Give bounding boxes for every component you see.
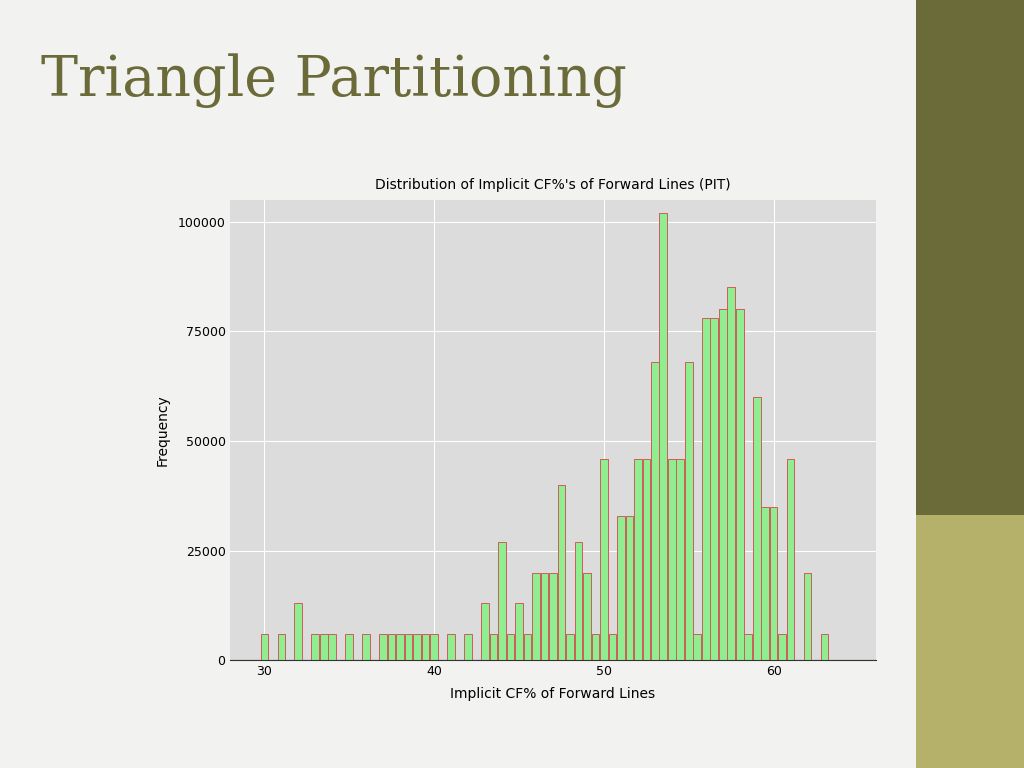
- Bar: [388, 634, 395, 660]
- Bar: [736, 310, 743, 660]
- Bar: [278, 634, 285, 660]
- Title: Distribution of Implicit CF%'s of Forward Lines (PIT): Distribution of Implicit CF%'s of Forwar…: [375, 177, 731, 191]
- Bar: [642, 458, 650, 660]
- Bar: [499, 542, 506, 660]
- Bar: [558, 485, 565, 660]
- Bar: [447, 634, 455, 660]
- Bar: [668, 458, 676, 660]
- Bar: [515, 604, 523, 660]
- Bar: [422, 634, 429, 660]
- Bar: [659, 213, 667, 660]
- Bar: [541, 573, 548, 660]
- Bar: [523, 634, 531, 660]
- Bar: [566, 634, 573, 660]
- Bar: [329, 634, 336, 660]
- Bar: [583, 573, 591, 660]
- Bar: [762, 507, 769, 660]
- Bar: [693, 634, 701, 660]
- Bar: [626, 515, 633, 660]
- Bar: [362, 634, 370, 660]
- Y-axis label: Frequency: Frequency: [156, 394, 169, 466]
- X-axis label: Implicit CF% of Forward Lines: Implicit CF% of Forward Lines: [451, 687, 655, 700]
- Bar: [430, 634, 438, 660]
- Bar: [404, 634, 413, 660]
- Bar: [701, 318, 710, 660]
- Bar: [600, 458, 607, 660]
- Bar: [319, 634, 328, 660]
- Bar: [727, 287, 735, 660]
- Bar: [464, 634, 472, 660]
- Bar: [260, 634, 268, 660]
- Bar: [592, 634, 599, 660]
- Bar: [507, 634, 514, 660]
- Bar: [719, 310, 727, 660]
- Bar: [804, 573, 811, 660]
- Bar: [396, 634, 404, 660]
- Bar: [778, 634, 786, 660]
- Bar: [651, 362, 658, 660]
- Bar: [549, 573, 557, 660]
- Bar: [786, 458, 795, 660]
- Bar: [574, 542, 583, 660]
- Bar: [617, 515, 625, 660]
- Bar: [677, 458, 684, 660]
- Bar: [481, 604, 488, 660]
- Bar: [295, 604, 302, 660]
- Bar: [770, 507, 777, 660]
- Bar: [345, 634, 353, 660]
- Bar: [753, 397, 761, 660]
- Bar: [608, 634, 616, 660]
- Bar: [744, 634, 752, 660]
- Bar: [685, 362, 692, 660]
- Bar: [489, 634, 498, 660]
- Bar: [379, 634, 387, 660]
- Bar: [711, 318, 718, 660]
- Bar: [414, 634, 421, 660]
- Bar: [311, 634, 319, 660]
- Bar: [821, 634, 828, 660]
- Text: Triangle Partitioning: Triangle Partitioning: [41, 54, 627, 108]
- Bar: [532, 573, 540, 660]
- Bar: [634, 458, 642, 660]
